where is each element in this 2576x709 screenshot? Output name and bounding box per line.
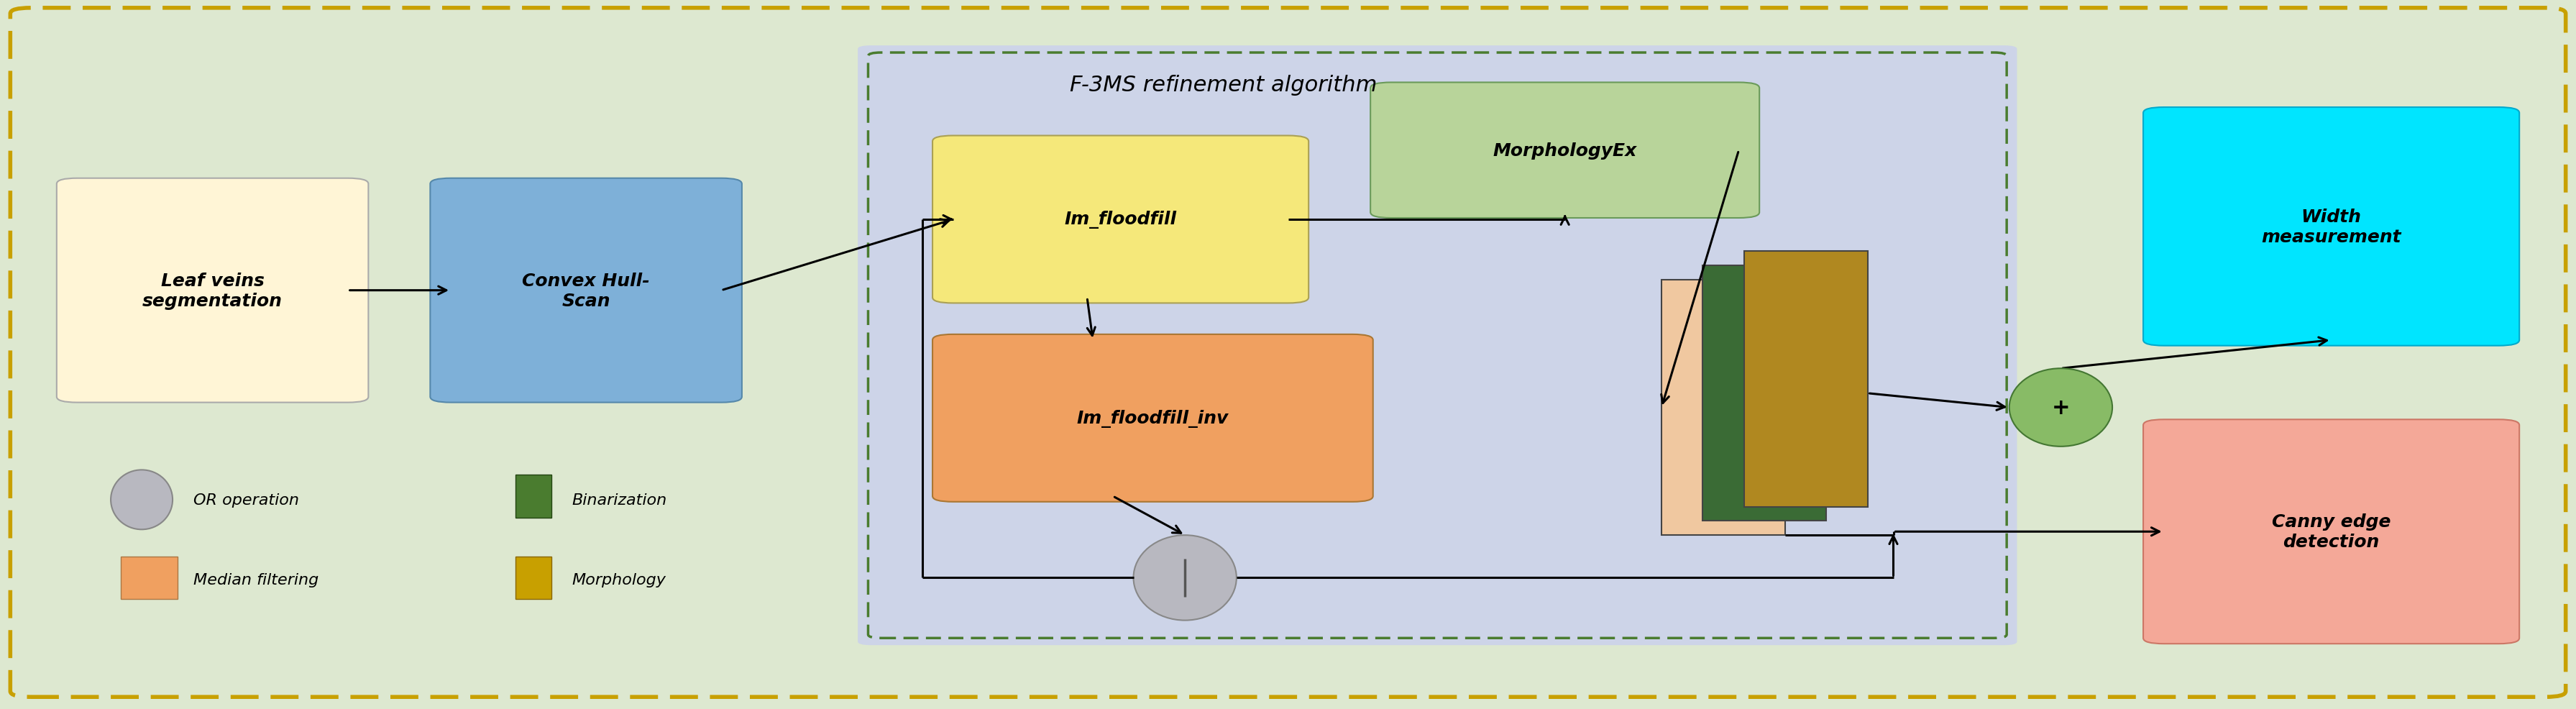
Text: MorphologyEx: MorphologyEx [1494,142,1636,160]
Text: F-3MS refinement algorithm: F-3MS refinement algorithm [1069,74,1378,96]
Text: Width
measurement: Width measurement [2262,208,2401,245]
FancyBboxPatch shape [430,179,742,403]
Text: Convex Hull-
Scan: Convex Hull- Scan [523,272,649,309]
FancyBboxPatch shape [121,557,178,599]
FancyBboxPatch shape [2143,420,2519,644]
Text: OR operation: OR operation [193,493,299,507]
FancyBboxPatch shape [2143,108,2519,346]
Ellipse shape [111,470,173,530]
Text: Im_floodfill: Im_floodfill [1064,211,1177,229]
FancyBboxPatch shape [858,46,2017,645]
Text: Morphology: Morphology [572,573,667,587]
Text: +: + [2050,397,2071,418]
FancyBboxPatch shape [10,9,2566,697]
FancyBboxPatch shape [933,136,1309,303]
FancyBboxPatch shape [515,557,551,599]
FancyBboxPatch shape [1662,280,1785,535]
FancyBboxPatch shape [1744,252,1868,507]
Text: Im_floodfill_inv: Im_floodfill_inv [1077,409,1229,428]
Ellipse shape [1133,535,1236,620]
FancyBboxPatch shape [515,475,551,518]
Text: Canny edge
detection: Canny edge detection [2272,513,2391,550]
FancyBboxPatch shape [933,335,1373,502]
Text: Leaf veins
segmentation: Leaf veins segmentation [142,272,283,309]
FancyBboxPatch shape [1703,266,1826,521]
Text: Binarization: Binarization [572,493,667,507]
FancyBboxPatch shape [57,179,368,403]
Text: Median filtering: Median filtering [193,573,319,587]
Ellipse shape [2009,369,2112,447]
FancyBboxPatch shape [1370,83,1759,218]
